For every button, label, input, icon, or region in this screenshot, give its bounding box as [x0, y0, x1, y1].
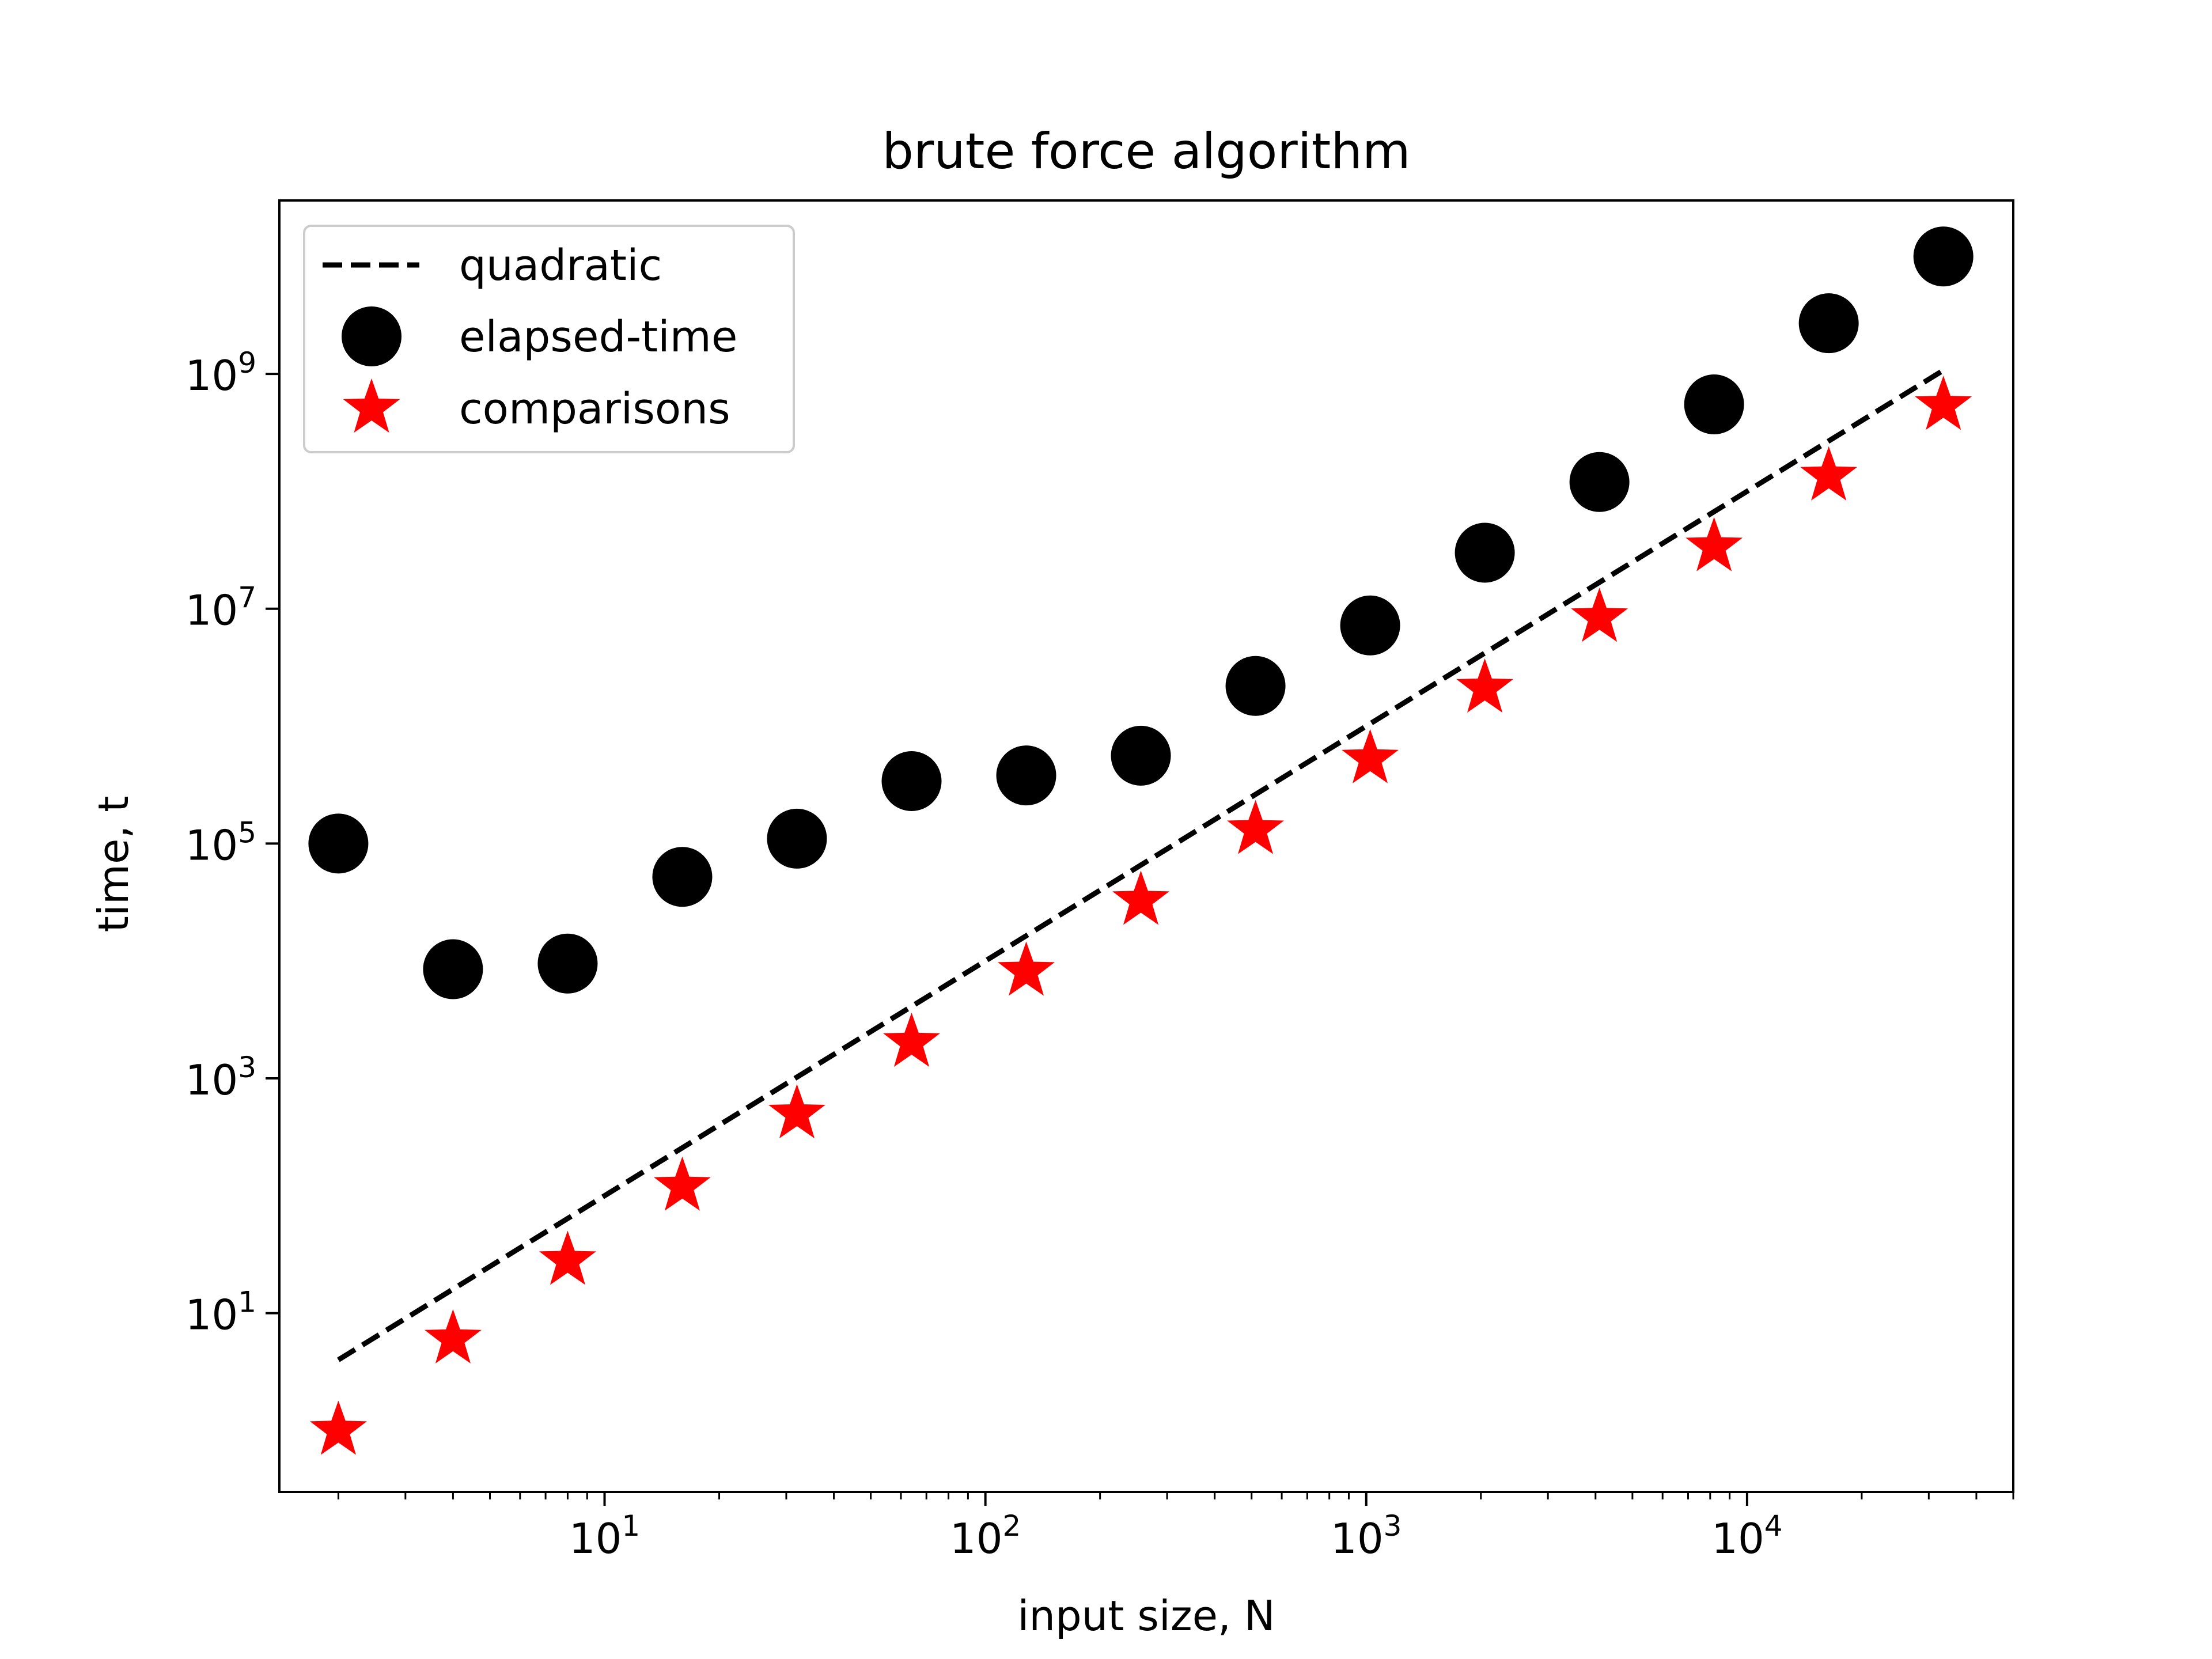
elapsed-time-point — [1225, 656, 1286, 716]
legend-item-comparisons: comparisons — [343, 378, 730, 434]
comparisons-point — [1915, 376, 1972, 430]
comparisons-point — [998, 941, 1055, 996]
elapsed-time-point — [537, 933, 598, 994]
elapsed-time-point — [1455, 522, 1515, 583]
y-tick-label: 105 — [185, 816, 256, 869]
legend-item-quadratic: quadratic — [323, 241, 662, 290]
elapsed-time-point — [881, 751, 942, 812]
elapsed-time-point — [652, 847, 713, 907]
comparisons-point — [1571, 588, 1628, 642]
elapsed-time-point — [1684, 374, 1744, 434]
comparisons-point — [883, 1012, 940, 1067]
plot-area — [308, 226, 1974, 1455]
elapsed-time-point — [996, 745, 1056, 806]
comparisons-point — [1685, 517, 1743, 571]
elapsed-time-point — [1913, 226, 1974, 287]
quadratic-line — [337, 368, 1945, 1362]
series-quadratic — [337, 368, 1945, 1362]
legend-label: quadratic — [459, 241, 662, 290]
elapsed-time-point — [1569, 452, 1630, 512]
elapsed-time-point — [767, 808, 827, 869]
comparisons-point — [1800, 446, 1858, 501]
x-tick-label: 103 — [1331, 1509, 1402, 1563]
elapsed-time-point — [1111, 725, 1171, 786]
legend-label: elapsed-time — [459, 312, 737, 362]
elapsed-time-point — [423, 939, 483, 999]
legend-label: comparisons — [459, 384, 730, 434]
y-tick-label: 109 — [185, 346, 256, 400]
comparisons-point — [425, 1309, 482, 1363]
series-comparisons — [310, 376, 1972, 1455]
comparisons-point — [310, 1400, 367, 1455]
legend: quadratic elapsed-time comparisons — [303, 225, 795, 453]
comparisons-point — [768, 1084, 825, 1139]
x-axis-label: input size, N — [1017, 1592, 1275, 1640]
chart-title: brute force algorithm — [882, 123, 1410, 180]
y-tick-label: 107 — [185, 581, 256, 635]
legend-item-elapsed-time: elapsed-time — [342, 306, 737, 366]
comparisons-point — [1456, 658, 1514, 713]
x-tick-label: 102 — [950, 1509, 1021, 1563]
comparisons-point — [654, 1156, 711, 1211]
x-tick-label: 101 — [569, 1509, 640, 1563]
elapsed-time-point — [308, 813, 369, 874]
elapsed-time-point — [1798, 293, 1859, 354]
comparisons-point — [539, 1230, 596, 1285]
comparisons-point — [1342, 729, 1399, 783]
y-tick-label: 101 — [185, 1286, 256, 1339]
comparisons-point — [1227, 800, 1284, 854]
x-tick-label: 104 — [1711, 1509, 1782, 1563]
axes-frame — [278, 199, 2014, 1493]
y-tick-label: 103 — [185, 1051, 256, 1104]
legend-box — [303, 225, 795, 453]
comparisons-point — [1112, 870, 1169, 925]
legend-star-swatch — [343, 378, 400, 433]
minor-ticks — [337, 1492, 2014, 1499]
elapsed-time-point — [1340, 595, 1400, 656]
series-elapsed-time — [308, 226, 1974, 999]
axes: 101 102 103 104 101 103 105 107 109 — [185, 199, 2014, 1563]
y-axis-label: time, t — [89, 796, 138, 933]
legend-circle-swatch — [342, 306, 402, 366]
